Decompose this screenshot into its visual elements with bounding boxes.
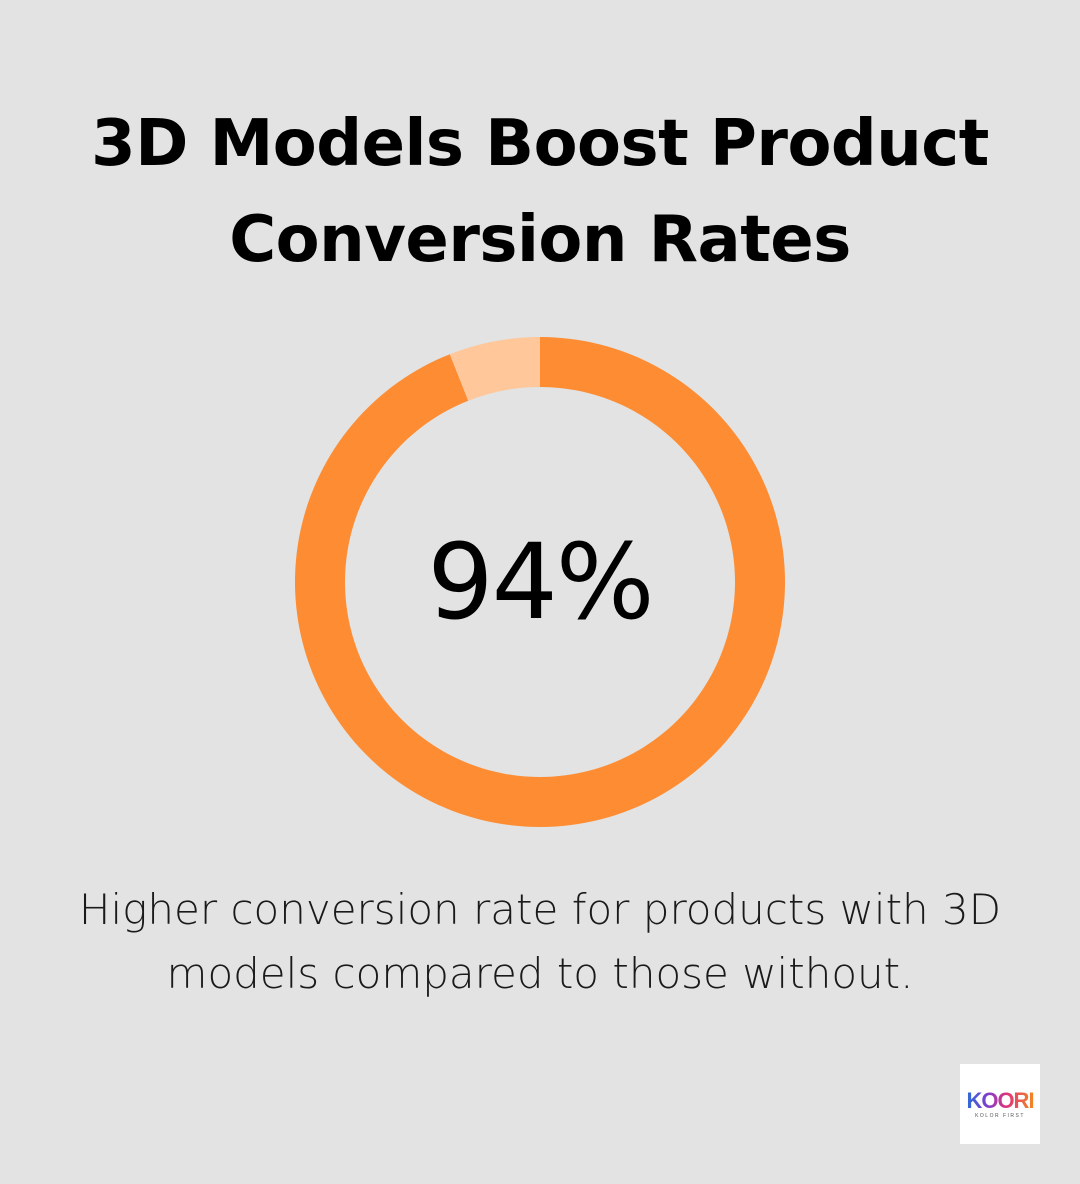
logo-wordmark: KOORI xyxy=(966,1087,1034,1113)
brand-logo: KOORI KOLOR FIRST xyxy=(960,1064,1040,1144)
caption-line-2: models compared to those without. xyxy=(166,949,914,998)
page-title: 3D Models Boost Product Conversion Rates xyxy=(0,96,1080,288)
caption-line-1: Higher conversion rate for products with… xyxy=(78,885,1002,934)
donut-center-value: 94% xyxy=(427,521,654,643)
donut-slice-remainder xyxy=(449,337,540,401)
logo-tagline: KOLOR FIRST xyxy=(975,1112,1025,1119)
donut-chart xyxy=(294,337,785,827)
title-line-1: 3D Models Boost Product xyxy=(91,107,989,181)
chart-caption: Higher conversion rate for products with… xyxy=(40,878,1040,1006)
title-line-2: Conversion Rates xyxy=(229,203,851,277)
